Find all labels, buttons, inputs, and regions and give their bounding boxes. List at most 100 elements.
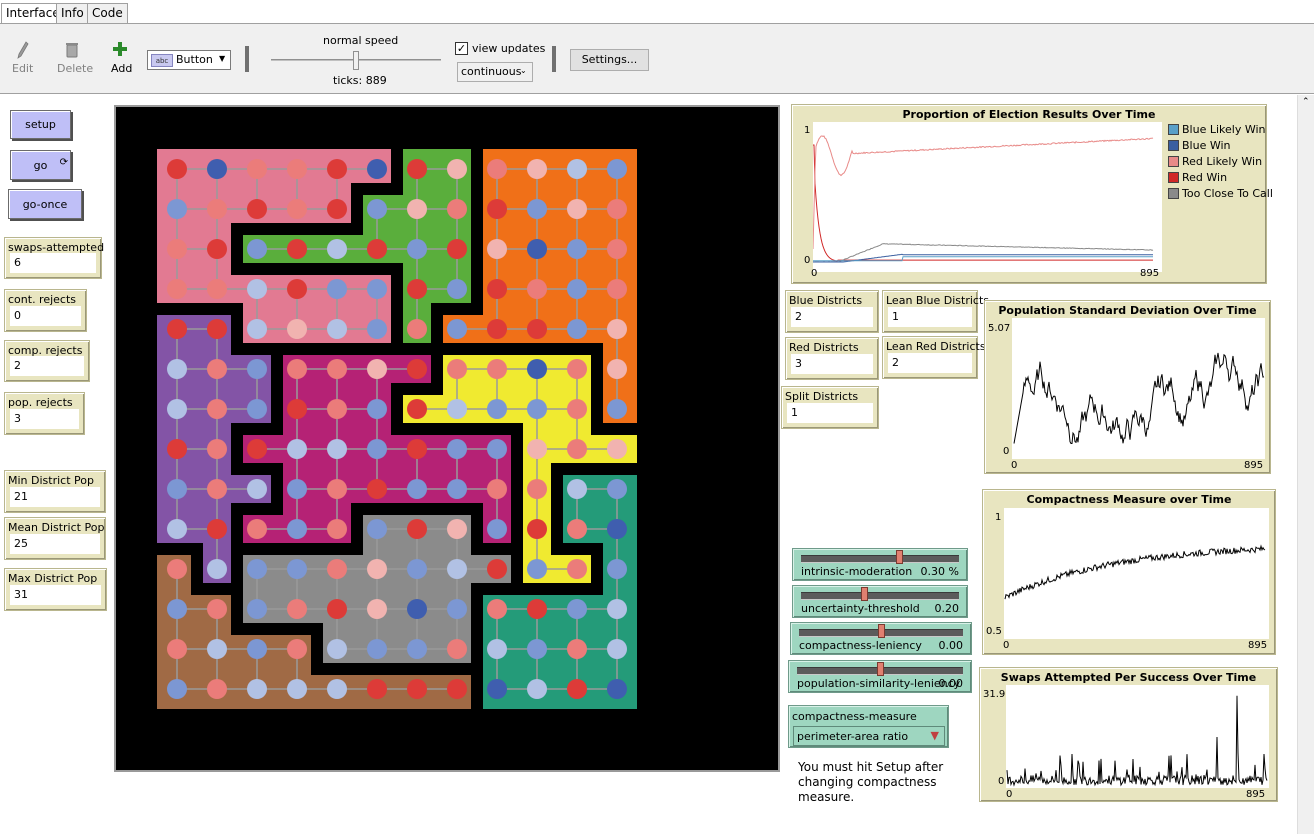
- district-boundary: [471, 663, 483, 715]
- voter: [367, 199, 387, 219]
- voter: [407, 479, 427, 499]
- settings-button[interactable]: Settings...: [570, 49, 649, 71]
- district-boundary: [471, 543, 523, 555]
- district-boundary: [551, 343, 603, 355]
- speed-slider-handle[interactable]: [353, 51, 359, 70]
- voter: [207, 399, 227, 419]
- district-boundary: [511, 423, 523, 475]
- chooser-compactness-measure[interactable]: compactness-measure perimeter-area ratio…: [788, 705, 949, 748]
- slider-compactness-leniency[interactable]: compactness-leniency 0.00: [790, 622, 972, 655]
- district-boundary: [591, 543, 603, 595]
- y-max-label: 1: [804, 125, 811, 136]
- district-boundary: [231, 503, 243, 555]
- voter: [527, 159, 547, 179]
- slider-handle[interactable]: [876, 662, 884, 676]
- view-updates-checkbox[interactable]: ✓: [455, 42, 468, 55]
- y-min-label: 0.5: [986, 626, 1002, 637]
- voter: [247, 359, 267, 379]
- scroll-up-arrow-icon[interactable]: ⌃: [1302, 97, 1310, 107]
- vertical-scrollbar[interactable]: ⌃: [1297, 95, 1314, 834]
- slider-intrinsic-moderation[interactable]: intrinsic-moderation 0.30 %: [792, 548, 968, 581]
- legend-label: Blue Win: [1182, 139, 1231, 152]
- district-boundary: [471, 503, 483, 555]
- district-boundary: [471, 583, 523, 595]
- district-boundary: [511, 543, 523, 595]
- district-boundary: [231, 223, 243, 275]
- district-boundary: [151, 303, 203, 315]
- add-button[interactable]: Add: [111, 62, 133, 75]
- tab-code[interactable]: Code: [87, 3, 128, 23]
- voter: [407, 399, 427, 419]
- district-boundary: [431, 303, 483, 315]
- tab-interface[interactable]: Interface: [1, 3, 65, 24]
- voter: [447, 359, 467, 379]
- update-mode-select[interactable]: continuous ⌄: [457, 62, 533, 82]
- district-boundary: [271, 343, 283, 395]
- voter: [607, 399, 627, 419]
- monitor-pop-rejects: pop. rejects 3: [4, 392, 85, 435]
- monitor-min-district-pop: Min District Pop 21: [4, 470, 106, 513]
- monitor-label: swaps-attempted: [8, 241, 105, 254]
- tab-info[interactable]: Info: [56, 3, 89, 23]
- voter: [247, 399, 267, 419]
- voter: [247, 599, 267, 619]
- voter: [447, 199, 467, 219]
- monitor-blue-districts: Blue Districts 2: [785, 290, 879, 333]
- slider-uncertainty-threshold[interactable]: uncertainty-threshold 0.20: [792, 585, 968, 618]
- slider-track[interactable]: [801, 592, 959, 600]
- district-boundary: [271, 623, 323, 635]
- world-view[interactable]: [114, 105, 780, 772]
- voter: [447, 559, 467, 579]
- voter: [167, 359, 187, 379]
- slider-handle[interactable]: [896, 550, 904, 564]
- monitor-max-district-pop: Max District Pop 31: [4, 568, 107, 611]
- edit-button[interactable]: Edit: [12, 62, 34, 75]
- monitor-value: 31: [10, 585, 101, 605]
- go-button[interactable]: go ⟳: [10, 150, 71, 180]
- y-min-label: 0: [804, 255, 811, 266]
- voter: [487, 199, 507, 219]
- voter: [567, 519, 587, 539]
- district-boundary: [311, 623, 323, 675]
- slider-handle[interactable]: [877, 624, 885, 638]
- slider-track[interactable]: [801, 555, 959, 563]
- voter: [487, 519, 507, 539]
- voter: [327, 159, 347, 179]
- monitor-label: Max District Pop: [8, 572, 98, 585]
- delete-button[interactable]: Delete: [57, 62, 94, 75]
- y-max-label: 31.9: [983, 689, 1006, 700]
- voter: [167, 399, 187, 419]
- slider-population-similarity-leniency[interactable]: population-similarity-leniency 0.00: [788, 660, 972, 693]
- voter: [607, 519, 627, 539]
- plus-icon: [113, 42, 127, 59]
- voter: [367, 399, 387, 419]
- voter: [207, 679, 227, 699]
- widget-type-label: Button: [176, 53, 213, 66]
- go-once-button[interactable]: go-once: [8, 189, 82, 219]
- legend-swatch: [1168, 140, 1179, 151]
- slider-handle[interactable]: [861, 587, 869, 601]
- voter: [567, 239, 587, 259]
- setup-button[interactable]: setup: [10, 110, 71, 139]
- voter: [247, 679, 267, 699]
- voter: [247, 559, 267, 579]
- district-boundary: [271, 463, 283, 515]
- monitor-label: Lean Red Districts: [886, 340, 986, 353]
- voter: [567, 319, 587, 339]
- monitor-value: 2: [791, 307, 873, 327]
- voter: [527, 199, 547, 219]
- plot-line: [1013, 352, 1265, 444]
- monitor-value: 1: [787, 403, 873, 423]
- voter: [607, 439, 627, 459]
- voter: [407, 239, 427, 259]
- district-boundary: [471, 263, 483, 315]
- voter: [207, 599, 227, 619]
- district-boundary: [231, 343, 283, 355]
- district-boundary: [191, 543, 203, 595]
- chooser-dropdown[interactable]: perimeter-area ratio ▼: [793, 726, 945, 746]
- voter: [327, 519, 347, 539]
- widget-type-select[interactable]: abc Button ▼: [147, 50, 231, 70]
- voter: [447, 239, 467, 259]
- plot-line: [1006, 695, 1268, 787]
- series-population-std: [1013, 352, 1265, 444]
